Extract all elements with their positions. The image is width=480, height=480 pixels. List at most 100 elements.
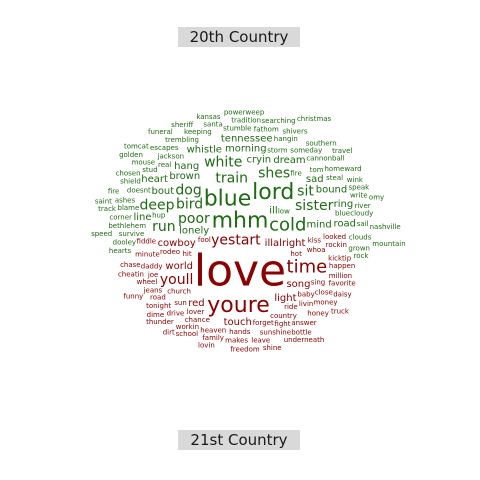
cloud-word-whistle: whistle xyxy=(187,145,222,156)
cloud-word-truck: truck xyxy=(331,308,350,316)
cloud-word-dime: dime xyxy=(147,311,165,319)
cloud-word-ill: ill xyxy=(265,238,273,249)
cloud-word-chosen: chosen xyxy=(116,170,141,178)
cloud-word-kansas: kansas xyxy=(196,113,221,121)
cloud-word-livin: livin xyxy=(299,300,313,308)
cloud-word-survive: survive xyxy=(119,230,145,238)
cloud-word-heaven: heaven xyxy=(200,327,226,335)
cloud-word-shivers: shivers xyxy=(282,127,307,135)
cloud-word-track: track xyxy=(98,205,117,213)
cloud-word-nashville: nashville xyxy=(370,223,401,231)
cloud-word-jackson: jackson xyxy=(157,153,185,161)
cloud-word-kiss: kiss xyxy=(308,237,322,245)
cloud-word-stumble: stumble xyxy=(223,125,251,133)
cloud-word-hang: hang xyxy=(174,161,199,172)
cloud-word-searching: searching xyxy=(262,117,296,125)
cloud-word-cryin: cryin xyxy=(247,155,272,166)
label-21st-country: 21st Country xyxy=(178,430,300,450)
cloud-word-hit: hit xyxy=(182,250,191,258)
cloud-word-world: world xyxy=(165,261,193,272)
cloud-word-mhm: mhm xyxy=(212,209,269,234)
cloud-word-deep: deep xyxy=(139,197,174,213)
cloud-word-homeward: homeward xyxy=(324,165,361,173)
cloud-word-rodeo: rodeo xyxy=(160,248,180,256)
cloud-word-happen: happen xyxy=(329,262,355,270)
cloud-word-white: white xyxy=(204,154,242,170)
cloud-word-daddy: daddy xyxy=(141,262,163,270)
cloud-word-looked: looked xyxy=(323,233,346,241)
cloud-word-write: write xyxy=(350,192,368,200)
cloud-word-saint: saint xyxy=(95,198,112,206)
cloud-word-mouse: mouse xyxy=(132,158,156,166)
cloud-word-country: country xyxy=(270,312,297,320)
cloud-word-daisy: daisy xyxy=(333,290,351,298)
cloud-word-tradition: tradition xyxy=(231,117,261,125)
cloud-word-dream: dream xyxy=(273,155,305,166)
cloud-word-hangin: hangin xyxy=(274,135,298,143)
cloud-word-low: low xyxy=(278,208,290,216)
cloud-word-dog: dog xyxy=(175,182,201,198)
cloud-word-storm: storm xyxy=(267,146,287,154)
cloud-word-hands: hands xyxy=(229,328,251,336)
cloud-word-bout: bout xyxy=(151,186,174,197)
cloud-word-sail: sail xyxy=(357,220,369,228)
cloud-word-wink: wink xyxy=(347,176,364,184)
cloud-word-clouds: clouds xyxy=(349,234,372,242)
cloud-word-makes: makes xyxy=(225,336,248,344)
cloud-word-honey: honey xyxy=(307,309,329,317)
cloud-word-fiddle: fiddle xyxy=(137,237,157,245)
cloud-word-chance: chance xyxy=(185,316,210,324)
cloud-word-mountain: mountain xyxy=(372,240,405,248)
cloud-word-ring: ring xyxy=(334,199,354,210)
cloud-word-rockin: rockin xyxy=(326,241,347,249)
cloud-word-speak: speak xyxy=(349,183,371,191)
cloud-word-doesnt: doesnt xyxy=(127,187,151,195)
cloud-word-blue: blue xyxy=(335,209,350,217)
cloud-word-money: money xyxy=(314,299,338,307)
label-20th-country: 20th Country xyxy=(178,27,300,47)
cloud-word-joe: joe xyxy=(147,271,159,279)
cloud-word-southern: southern xyxy=(306,139,337,147)
cloud-word-chase: chase xyxy=(120,261,141,269)
cloud-word-sun: sun xyxy=(174,299,187,307)
cloud-word-light: light xyxy=(274,293,296,304)
cloud-word-ride: ride xyxy=(284,303,298,311)
cloud-word-blame: blame xyxy=(118,204,140,212)
cloud-word-tonight: tonight xyxy=(146,302,171,310)
cloud-word-poor: poor xyxy=(178,211,210,227)
cloud-word-lover: lover xyxy=(187,308,205,316)
cloud-word-real: real xyxy=(158,161,171,169)
cloud-word-heart: heart xyxy=(141,174,168,185)
cloud-word-omy: omy xyxy=(369,193,384,201)
cloud-word-school: school xyxy=(176,330,198,338)
cloud-word-escapes: escapes xyxy=(150,144,179,152)
cloud-word-family: family xyxy=(202,334,224,342)
cloud-word-trembling: trembling xyxy=(165,136,199,144)
cloud-word-leave: leave xyxy=(251,337,270,345)
cloud-word-ill: ill xyxy=(269,206,277,217)
cloud-word-corner: corner xyxy=(109,214,132,222)
cloud-word-run: run xyxy=(152,219,176,235)
cloud-word-shes: shes xyxy=(258,166,290,182)
cloud-word-steal: steal xyxy=(326,174,343,182)
cloud-word-hup: hup xyxy=(152,212,166,220)
cloud-word-lovin: lovin xyxy=(198,342,215,350)
cloud-word-baby: baby xyxy=(297,290,314,298)
cloud-word-hearts: hearts xyxy=(109,247,132,255)
cloud-word-alright: alright xyxy=(273,238,305,249)
cloud-word-sad: sad xyxy=(306,174,324,185)
cloud-word-kicktip: kicktip xyxy=(328,254,352,262)
cloud-word-fight: fight xyxy=(274,320,290,328)
cloud-word-million: million xyxy=(329,272,352,280)
cloud-word-cold: cold xyxy=(269,215,306,236)
cloud-word-blue: blue xyxy=(204,186,252,211)
cloud-word-bethlehem: bethlehem xyxy=(108,222,146,230)
cloud-word-bound: bound xyxy=(316,185,348,196)
cloud-word-rock: rock xyxy=(354,252,370,260)
cloud-word-train: train xyxy=(215,170,248,186)
cloud-word-dooley: dooley xyxy=(113,238,136,246)
cloud-word-cloudy: cloudy xyxy=(350,210,373,218)
cloud-word-thunder: thunder xyxy=(146,318,174,326)
